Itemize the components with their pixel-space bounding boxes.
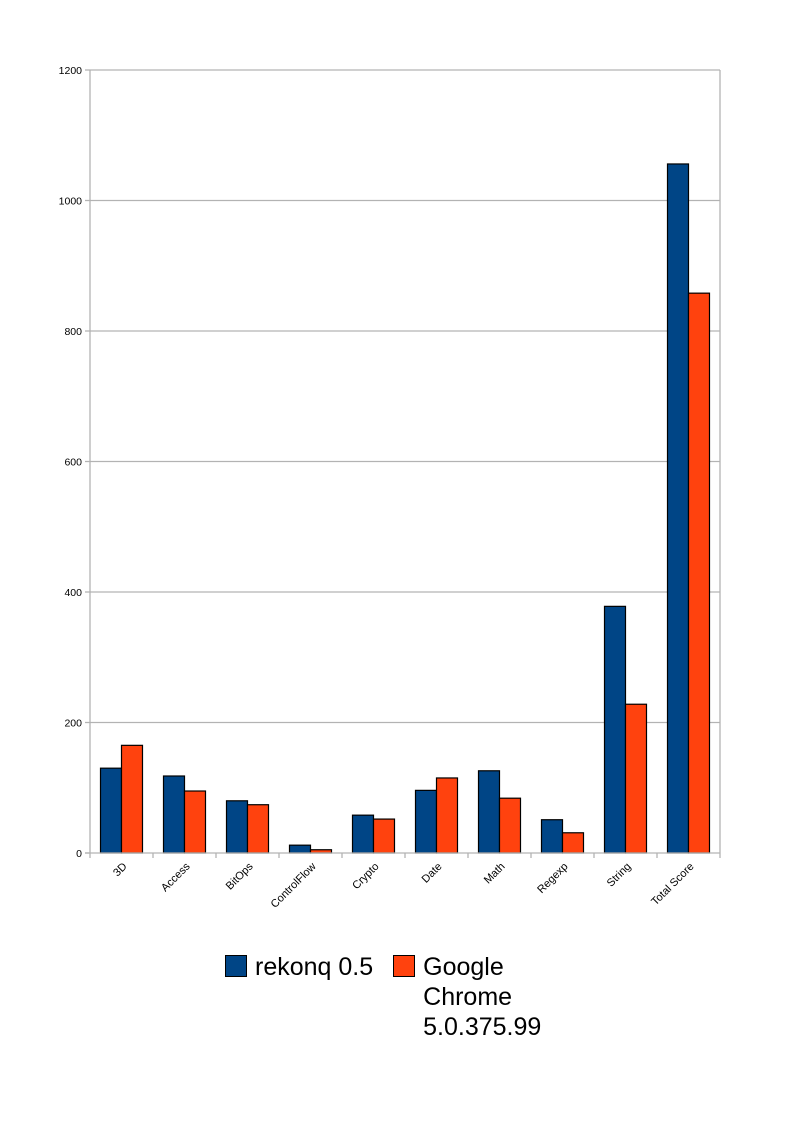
bar-rekonq (351, 814, 375, 854)
bar-rekonq (288, 844, 312, 854)
legend-label: Google Chrome 5.0.375.99 (423, 953, 542, 1041)
x-tick-label: Regexp (535, 861, 570, 896)
bar-rekonq (99, 767, 123, 854)
x-tick-label: 3D (111, 861, 129, 879)
bar-chrome (246, 804, 270, 854)
bar-chrome (435, 777, 459, 854)
x-tick-label: Crypto (350, 861, 381, 892)
y-tick-label: 0 (76, 848, 82, 860)
y-tick-label: 600 (64, 457, 82, 469)
bar-rekonq (225, 800, 249, 854)
bar-chrome (120, 744, 144, 854)
bar-chrome (624, 703, 648, 854)
bar-chrome (372, 818, 396, 854)
x-tick-label: ControlFlow (269, 861, 319, 911)
bar-rekonq (603, 605, 627, 854)
bar-rekonq (540, 819, 564, 854)
legend-item-chrome: Google Chrome 5.0.375.99 (393, 952, 563, 1042)
bar-rekonq (666, 163, 690, 854)
bar-chrome (183, 790, 207, 854)
legend-swatch (225, 955, 247, 977)
legend-item-rekonq: rekonq 0.5 (225, 952, 373, 1042)
y-tick-label: 800 (64, 326, 82, 338)
y-tick-label: 1200 (59, 65, 83, 77)
bar-chrome (561, 832, 585, 854)
y-tick-label: 400 (64, 587, 82, 599)
x-tick-label: Total Score (649, 861, 696, 908)
bar-chrome (498, 797, 522, 854)
y-tick-label: 200 (64, 718, 82, 730)
bar-rekonq (477, 770, 501, 854)
x-tick-label: Math (482, 861, 508, 887)
bar-rekonq (162, 775, 186, 854)
x-tick-label: String (605, 861, 634, 890)
legend-swatch (393, 955, 416, 977)
bar-rekonq (414, 789, 438, 854)
bar-chrome (687, 292, 711, 854)
legend-label: rekonq 0.5 (255, 953, 374, 981)
x-tick-label: Date (420, 861, 445, 886)
x-tick-label: Access (159, 860, 193, 894)
y-tick-label: 1000 (59, 196, 83, 208)
x-tick-label: BitOps (224, 860, 256, 892)
legend: rekonq 0.5 Google Chrome 5.0.375.99 (225, 952, 563, 1042)
